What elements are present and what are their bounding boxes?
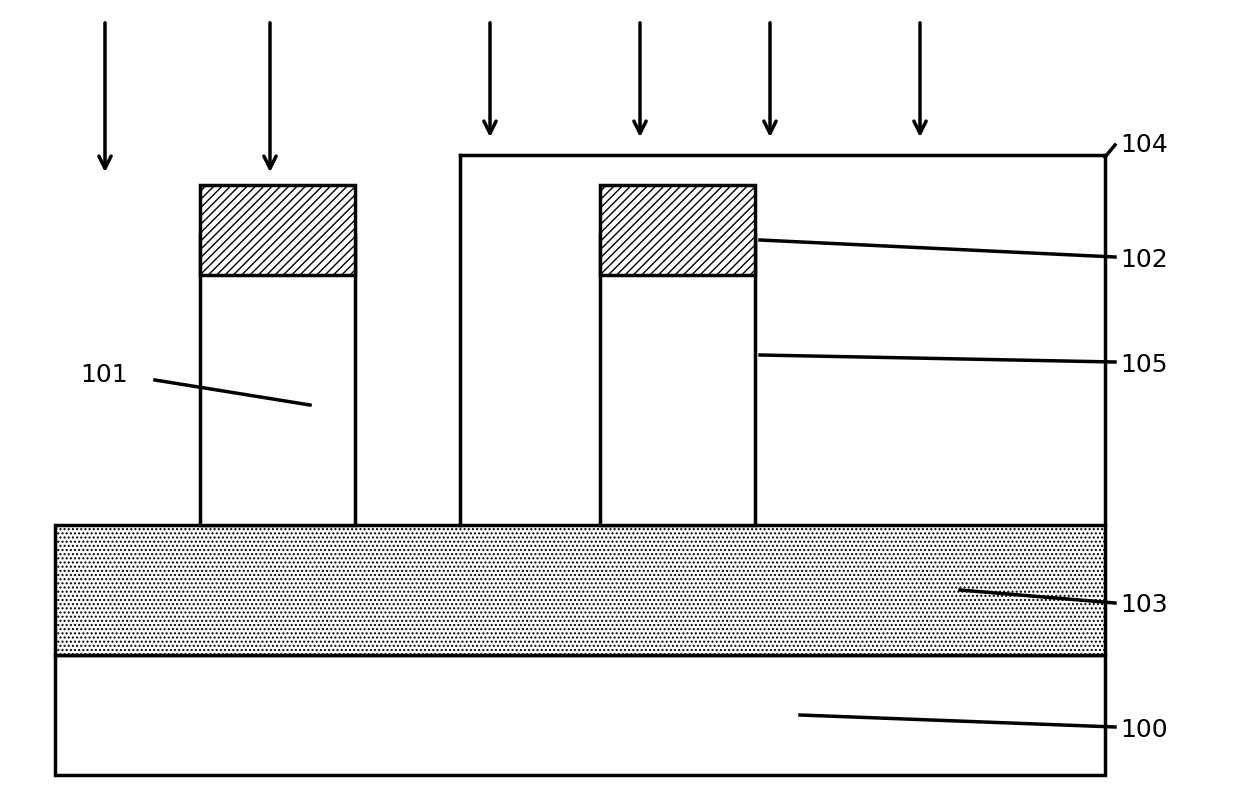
Bar xyxy=(600,185,755,275)
Bar xyxy=(55,655,1105,775)
Bar xyxy=(200,235,355,525)
Bar xyxy=(600,235,755,525)
Bar xyxy=(200,185,355,275)
Text: 102: 102 xyxy=(1120,248,1168,272)
Text: 103: 103 xyxy=(1120,593,1168,617)
Text: 101: 101 xyxy=(81,363,128,387)
Text: 100: 100 xyxy=(1120,718,1168,742)
Text: 105: 105 xyxy=(1120,353,1168,377)
Text: 104: 104 xyxy=(1120,133,1168,157)
Bar xyxy=(55,525,1105,655)
